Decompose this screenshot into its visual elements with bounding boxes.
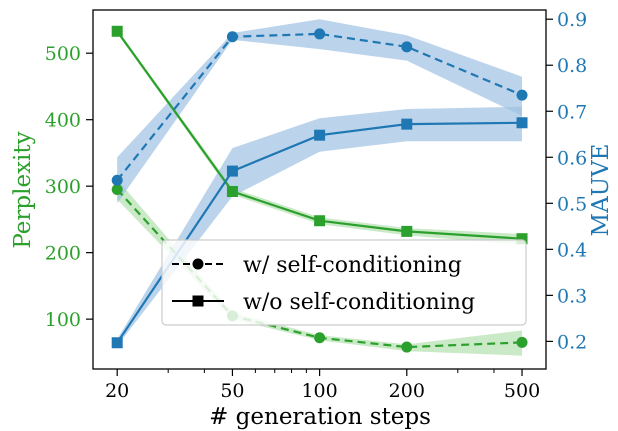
left-tick-label-300: 300 [45,176,81,198]
mauve-bands [117,19,522,346]
right-tick-label-0.7: 0.7 [557,101,587,123]
point-perplexity-with-200 [401,341,413,353]
point-mauve-without-20 [111,337,123,349]
x-tick-label-500: 500 [504,380,540,402]
right-tick-label-0.3: 0.3 [557,285,587,307]
right-axis-title: MAUVE [588,144,614,237]
left-tick-label-500: 500 [45,43,81,65]
point-perplexity-with-20 [111,184,123,195]
left-tick-label-100: 100 [45,309,81,331]
point-perplexity-without-200 [401,225,413,237]
legend-entry-without-self-conditioning: w/o self-conditioning [172,290,475,315]
legend: w/ self-conditioning w/o self-conditioni… [161,239,527,326]
series-markers [111,25,528,353]
legend-entry-with-self-conditioning: w/ self-conditioning [172,253,462,278]
right-tick-label-0.9: 0.9 [557,9,587,31]
point-mauve-without-50 [226,165,238,177]
x-axis-title: # generation steps [209,404,431,430]
legend-label-without: w/o self-conditioning [243,290,475,315]
point-mauve-with-20 [111,174,123,186]
right-tick-label-0.2: 0.2 [557,331,587,353]
x-tick-label-20: 20 [105,380,129,402]
right-tick-label-0.6: 0.6 [557,147,587,169]
point-mauve-without-100 [314,129,326,141]
right-tick-label-0.4: 0.4 [557,239,587,261]
axis-ticks: 20 50 100 200 500 100 200 300 400 500 0.2 0.3 0.4 0.5… [45,9,587,402]
legend-box [161,239,527,326]
right-tick-label-0.8: 0.8 [557,55,587,77]
point-mauve-without-200 [401,118,413,130]
point-perplexity-without-50 [226,185,238,197]
point-mauve-without-500 [516,117,528,129]
line-mauve-with [116,32,523,181]
band-mauve-with [117,19,522,204]
legend-label-with: w/ self-conditioning [243,253,462,278]
perplexity-bands [117,29,522,356]
point-mauve-with-50 [226,31,238,43]
point-perplexity-with-100 [314,332,326,344]
left-tick-label-400: 400 [45,110,81,132]
point-perplexity-without-20 [111,25,123,37]
band-mauve-without [117,106,522,346]
left-axis-title: Perplexity [10,131,36,248]
x-tick-label-50: 50 [220,380,244,402]
point-mauve-with-100 [314,28,326,40]
x-tick-label-100: 100 [301,380,337,402]
legend-circle-marker [192,258,204,270]
band-perplexity-with [117,179,522,356]
point-mauve-with-500 [516,89,528,101]
right-tick-label-0.5: 0.5 [557,193,587,215]
point-perplexity-without-100 [314,215,326,227]
point-mauve-with-200 [401,41,413,53]
left-tick-label-200: 200 [45,243,81,265]
x-tick-label-200: 200 [389,380,425,402]
legend-square-marker [192,295,204,307]
point-perplexity-without-500 [516,233,528,245]
point-perplexity-with-500 [516,336,528,348]
